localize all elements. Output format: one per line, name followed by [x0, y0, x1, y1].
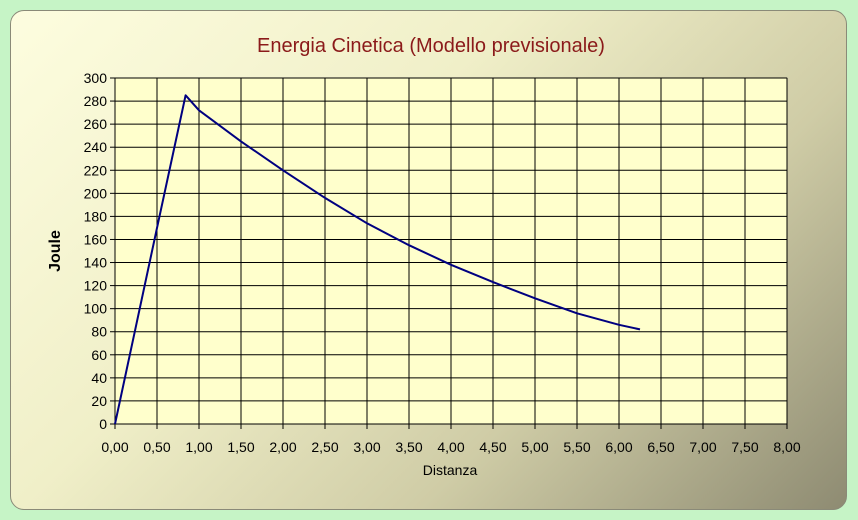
- y-tick-label: 200: [84, 185, 108, 201]
- series-group: [114, 94, 641, 425]
- x-axis-label: Distanza: [423, 462, 478, 478]
- y-tick-label: 80: [91, 324, 107, 340]
- x-tick-label: 2,00: [269, 439, 296, 455]
- grid-lines: [114, 77, 788, 425]
- y-axis-label: Joule: [47, 230, 64, 272]
- x-tick-label: 3,00: [353, 439, 380, 455]
- x-tick-label: 4,00: [437, 439, 464, 455]
- y-tick-label: 180: [84, 208, 108, 224]
- y-tick-label: 240: [84, 139, 108, 155]
- y-tick-label: 100: [84, 301, 108, 317]
- y-tick-label: 20: [91, 393, 107, 409]
- x-tick-label: 6,50: [647, 439, 674, 455]
- x-tick-label: 0,50: [143, 439, 170, 455]
- x-tick-label: 3,50: [395, 439, 422, 455]
- x-tick-label: 5,50: [563, 439, 590, 455]
- x-tick-label: 5,00: [521, 439, 548, 455]
- x-axis-ticks: 0,00 0,50 1,00 1,50 2,00 2,50 3,00 3,50 4,00 4,50…: [101, 424, 801, 455]
- y-tick-label: 140: [84, 255, 108, 271]
- x-tick-label: 7,50: [731, 439, 758, 455]
- y-tick-label: 60: [91, 347, 107, 363]
- x-tick-label: 1,50: [227, 439, 254, 455]
- x-tick-label: 2,50: [311, 439, 338, 455]
- x-tick-label: 1,00: [185, 439, 212, 455]
- x-tick-label: 7,00: [689, 439, 716, 455]
- y-tick-label: 260: [84, 116, 108, 132]
- y-tick-label: 280: [84, 93, 108, 109]
- y-tick-label: 300: [84, 70, 108, 86]
- y-tick-label: 0: [99, 416, 107, 432]
- chart-title: Energia Cinetica (Modello previsionale): [257, 35, 605, 57]
- series-line-1: [114, 94, 641, 425]
- x-tick-label: 6,00: [605, 439, 632, 455]
- x-tick-label: 8,00: [773, 439, 800, 455]
- y-axis-ticks: 0 20 40 60 80 100 120 140 160 180 200 220 240 260 280 3…: [84, 70, 115, 432]
- y-tick-label: 40: [91, 370, 107, 386]
- y-tick-label: 160: [84, 231, 108, 247]
- x-tick-label: 4,50: [479, 439, 506, 455]
- y-tick-label: 220: [84, 162, 108, 178]
- y-tick-label: 120: [84, 278, 108, 294]
- x-tick-label: 0,00: [101, 439, 128, 455]
